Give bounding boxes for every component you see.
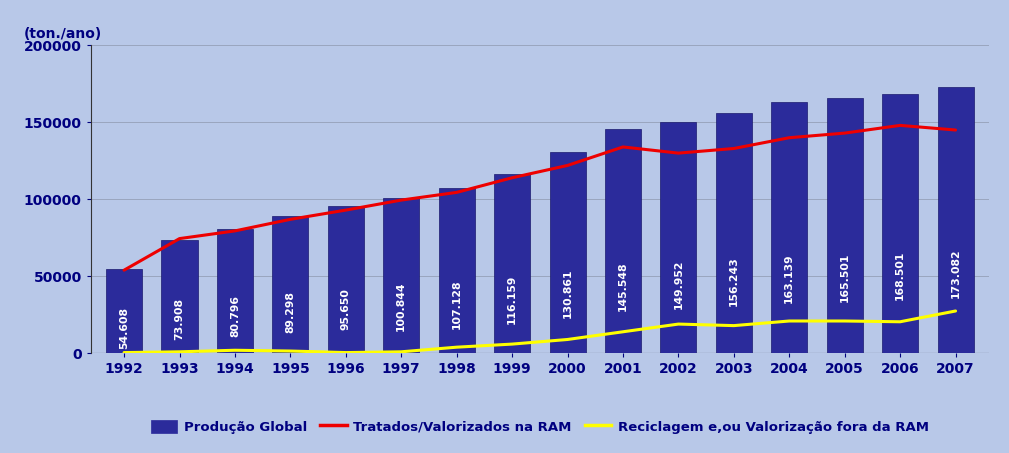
- Bar: [605, 129, 641, 353]
- Bar: [882, 94, 918, 353]
- Text: 89.298: 89.298: [286, 291, 296, 333]
- Bar: [826, 98, 863, 353]
- Text: 149.952: 149.952: [673, 259, 683, 309]
- Bar: [660, 122, 696, 353]
- Bar: [937, 87, 974, 353]
- Bar: [494, 174, 530, 353]
- Bar: [550, 152, 585, 353]
- Bar: [217, 229, 253, 353]
- Text: 130.861: 130.861: [563, 268, 572, 318]
- Bar: [715, 113, 752, 353]
- Text: 145.548: 145.548: [618, 261, 628, 311]
- Text: 107.128: 107.128: [452, 279, 462, 328]
- Bar: [383, 198, 420, 353]
- Text: 116.159: 116.159: [508, 275, 517, 324]
- Text: 100.844: 100.844: [397, 282, 407, 332]
- Bar: [272, 216, 309, 353]
- Text: 168.501: 168.501: [895, 251, 905, 300]
- Legend: Produção Global, Tratados/Valorizados na RAM, Reciclagem e,ou Valorização fora d: Produção Global, Tratados/Valorizados na…: [145, 414, 934, 439]
- Text: 73.908: 73.908: [175, 298, 185, 340]
- Text: 156.243: 156.243: [728, 256, 739, 306]
- Text: 173.082: 173.082: [950, 249, 961, 298]
- Bar: [771, 102, 807, 353]
- Text: 163.139: 163.139: [784, 253, 794, 303]
- Text: 80.796: 80.796: [230, 295, 240, 337]
- Text: 165.501: 165.501: [839, 252, 850, 302]
- Bar: [161, 240, 198, 353]
- Bar: [439, 188, 474, 353]
- Bar: [328, 206, 364, 353]
- Text: (ton./ano): (ton./ano): [23, 27, 102, 41]
- Text: 54.608: 54.608: [119, 307, 129, 349]
- Bar: [106, 269, 142, 353]
- Text: 95.650: 95.650: [341, 288, 351, 330]
